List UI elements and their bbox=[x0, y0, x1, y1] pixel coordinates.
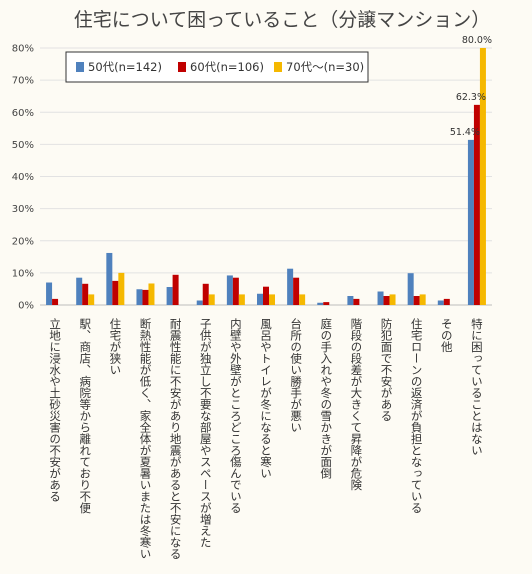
data-label: 51.4% bbox=[450, 127, 480, 138]
bar bbox=[88, 294, 95, 305]
bar bbox=[383, 296, 390, 305]
bar bbox=[142, 289, 149, 305]
category-label: 立地に浸水や土砂災害の不安がある bbox=[48, 317, 62, 502]
y-tick-label: 60% bbox=[12, 108, 34, 119]
bar bbox=[299, 294, 306, 305]
category-label: 風呂やトイレが冬になると寒い bbox=[259, 318, 273, 479]
bar bbox=[52, 298, 59, 305]
bar bbox=[377, 291, 384, 305]
bar bbox=[269, 294, 275, 305]
bar bbox=[263, 286, 269, 305]
legend-swatch bbox=[274, 62, 282, 72]
bar bbox=[419, 294, 426, 305]
legend-label: 60代(n=106) bbox=[190, 60, 264, 74]
legend-swatch bbox=[178, 62, 186, 72]
category-label: 住宅ローンの返済が負担となっている bbox=[410, 317, 424, 513]
bar bbox=[232, 277, 239, 305]
category-label: 防犯面で不安がある bbox=[380, 317, 394, 421]
category-label: 断熱性能が低く、家全体が夏暑いまたは冬寒い bbox=[138, 317, 152, 559]
bar bbox=[106, 252, 113, 305]
y-tick-label: 10% bbox=[12, 268, 34, 279]
bar bbox=[473, 104, 480, 305]
y-tick-label: 50% bbox=[12, 140, 34, 151]
y-tick-label: 0% bbox=[18, 301, 34, 312]
bar bbox=[407, 273, 414, 305]
bar bbox=[479, 48, 486, 305]
category-label: 住宅が狭い bbox=[108, 317, 122, 375]
bar bbox=[226, 275, 233, 305]
bar bbox=[257, 293, 263, 305]
category-label: 台所の使い勝手が悪い bbox=[289, 317, 303, 433]
bar bbox=[118, 272, 125, 305]
bar bbox=[467, 139, 474, 305]
bar bbox=[148, 283, 155, 305]
bar bbox=[323, 302, 330, 305]
bar bbox=[287, 268, 294, 305]
bar bbox=[317, 302, 324, 305]
bar bbox=[443, 298, 450, 305]
bar bbox=[136, 289, 143, 305]
bar bbox=[82, 283, 89, 305]
category-label: 庭の手入れや冬の雪かきが面倒 bbox=[319, 317, 333, 480]
y-tick-label: 30% bbox=[12, 204, 34, 215]
bar bbox=[413, 296, 420, 305]
bar bbox=[196, 300, 203, 305]
bar bbox=[208, 294, 215, 305]
category-label: その他 bbox=[440, 318, 454, 353]
bar bbox=[166, 287, 173, 305]
legend-box bbox=[65, 51, 369, 83]
bar bbox=[76, 277, 83, 305]
bar bbox=[293, 277, 300, 305]
category-label: 耐震性能に不安があり地震があると不安になる bbox=[169, 318, 183, 560]
legend-label: 70代～(n=30) bbox=[286, 60, 364, 74]
bar bbox=[437, 300, 444, 305]
y-tick-label: 40% bbox=[12, 172, 34, 183]
bar bbox=[353, 298, 360, 305]
legend-label: 50代(n=142) bbox=[88, 60, 162, 74]
y-tick-label: 80% bbox=[12, 44, 34, 55]
category-label: 駅、商店、病院等から離れており不便 bbox=[78, 318, 92, 514]
y-tick-label: 20% bbox=[12, 236, 34, 247]
data-label: 80.0% bbox=[462, 35, 492, 46]
data-label: 62.3% bbox=[456, 92, 486, 103]
chart-title: 住宅について困っていること（分譲マンション） bbox=[74, 9, 490, 31]
bar bbox=[389, 294, 396, 305]
bar bbox=[112, 280, 119, 305]
category-label: 特に困っていることはない bbox=[470, 317, 484, 456]
category-label: 内壁や外壁がところどころ傷んでいる bbox=[229, 317, 243, 513]
bar bbox=[46, 282, 53, 305]
category-label: 階段の段差が大きくて昇降が危険 bbox=[349, 317, 363, 491]
bar bbox=[202, 283, 209, 305]
bar bbox=[347, 296, 354, 305]
legend-swatch bbox=[76, 62, 84, 72]
y-tick-label: 70% bbox=[12, 76, 34, 87]
bar bbox=[172, 274, 179, 305]
category-label: 子供が独立し不要な部屋やスペースが増えた bbox=[199, 318, 213, 548]
bar bbox=[238, 294, 245, 305]
